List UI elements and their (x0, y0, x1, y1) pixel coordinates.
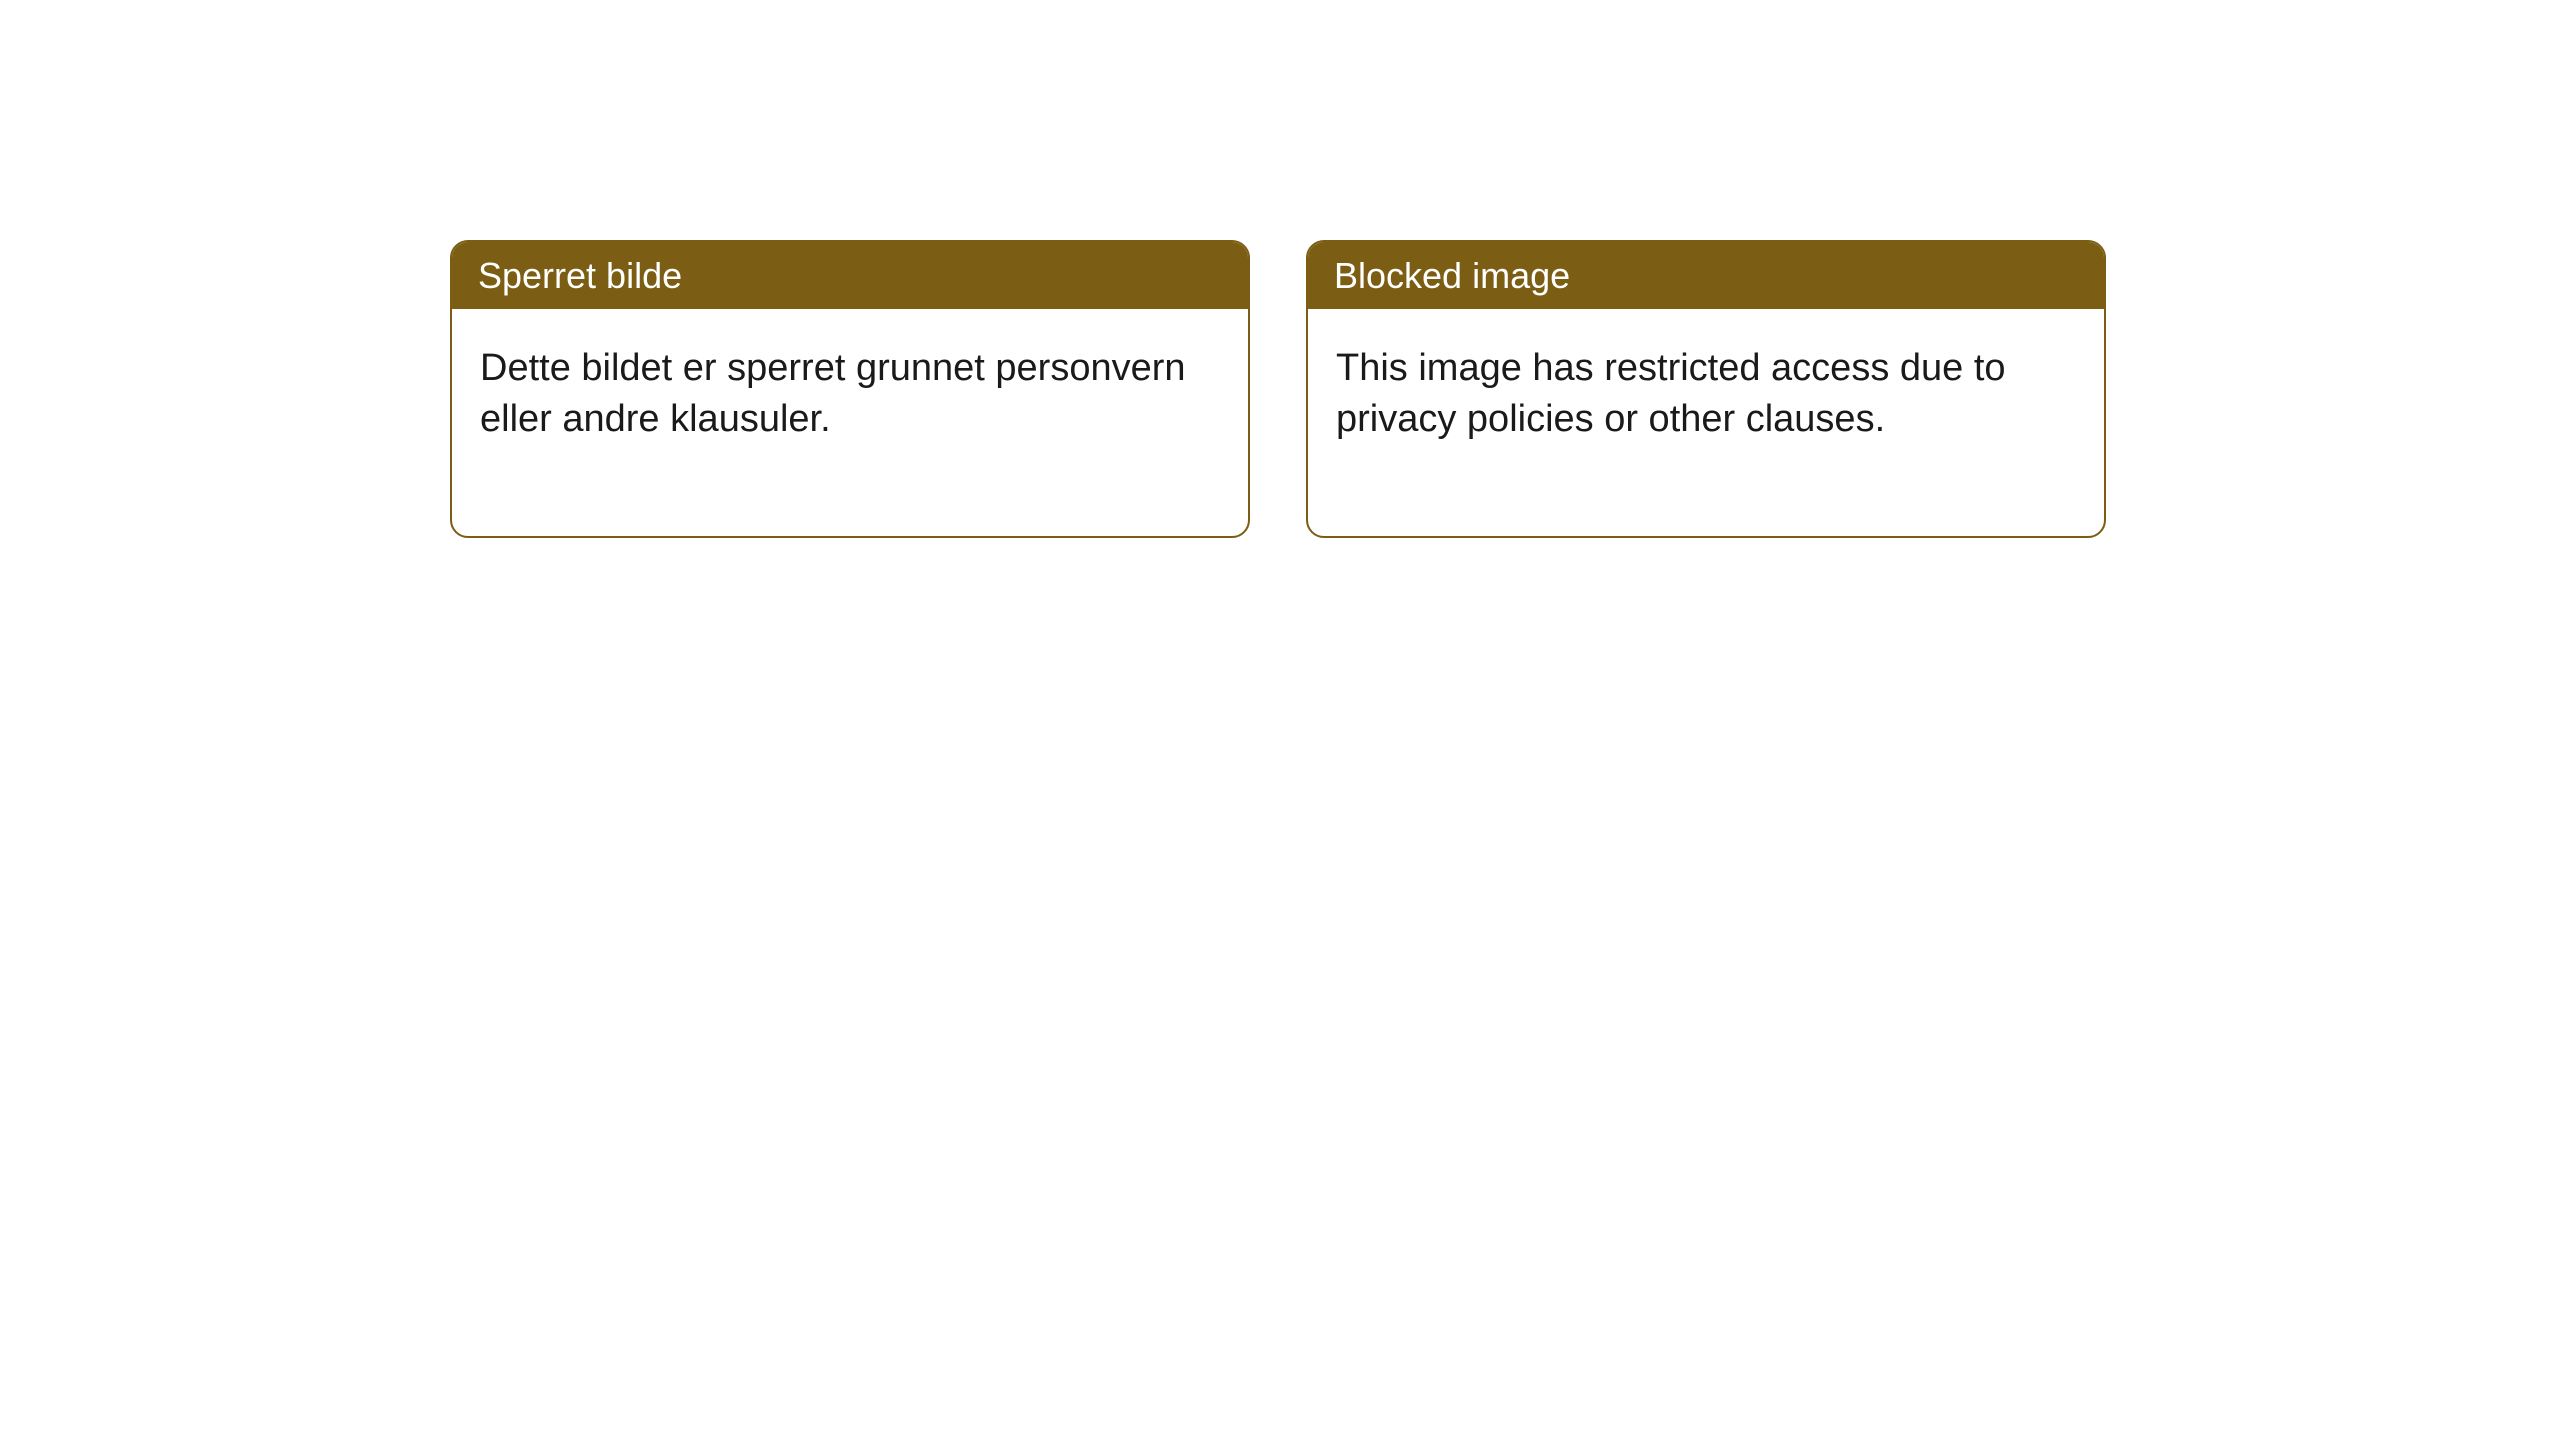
blocked-image-card-no: Sperret bilde Dette bildet er sperret gr… (450, 240, 1250, 538)
card-title: Blocked image (1334, 255, 1570, 296)
card-body: Dette bildet er sperret grunnet personve… (452, 309, 1248, 536)
notice-container: Sperret bilde Dette bildet er sperret gr… (450, 240, 2106, 538)
card-body-text: This image has restricted access due to … (1336, 347, 2006, 440)
card-title: Sperret bilde (478, 255, 682, 296)
blocked-image-card-en: Blocked image This image has restricted … (1306, 240, 2106, 538)
card-body-text: Dette bildet er sperret grunnet personve… (480, 347, 1186, 440)
card-body: This image has restricted access due to … (1308, 309, 2104, 536)
card-header: Blocked image (1308, 242, 2104, 309)
card-header: Sperret bilde (452, 242, 1248, 309)
